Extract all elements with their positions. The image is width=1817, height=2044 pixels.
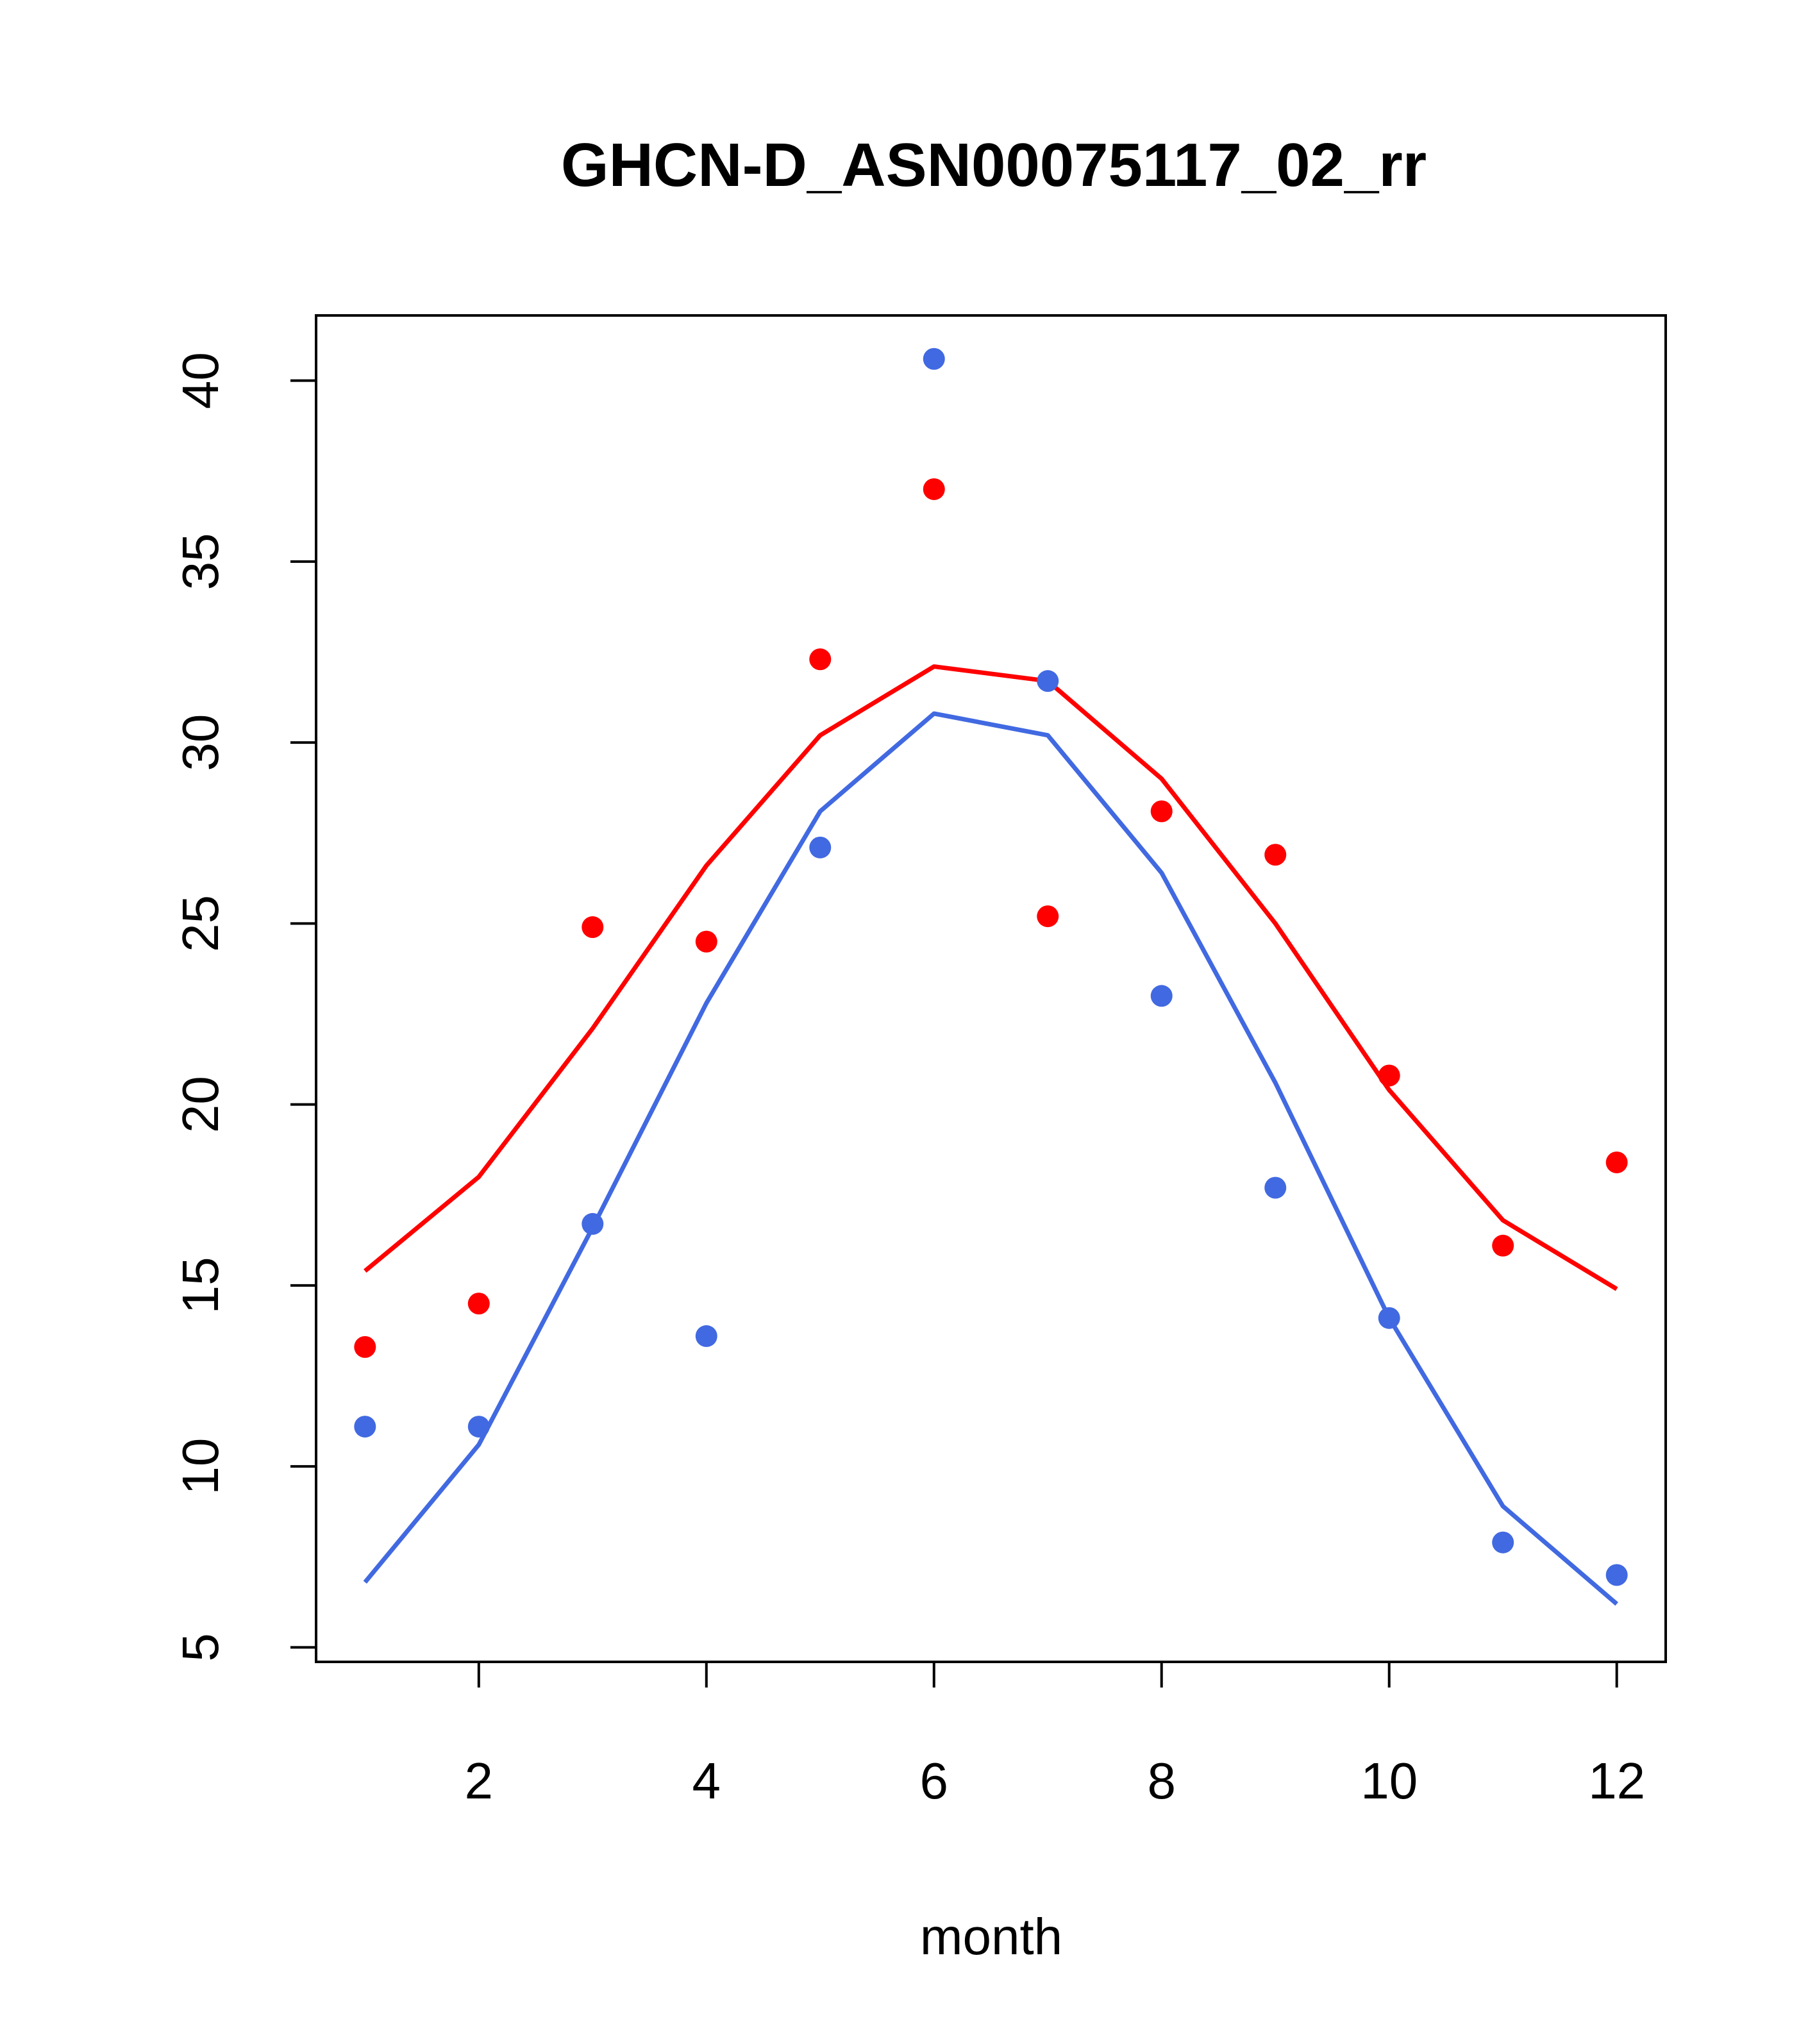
data-point [695,1325,717,1347]
x-tick-label: 2 [465,1752,494,1809]
y-tick-label: 30 [172,714,229,771]
data-point [354,1336,376,1358]
data-point [1150,985,1173,1007]
plot-area [354,348,1628,1606]
y-tick-label: 20 [172,1076,229,1133]
data-point [582,1212,604,1235]
x-tick-label: 10 [1361,1752,1418,1809]
x-tick-label: 4 [692,1752,721,1809]
data-point [354,1416,376,1438]
chart-title: GHCN-D_ASN00075117_02_rr [561,131,1427,199]
data-point [809,836,832,859]
data-point [1378,1307,1400,1329]
data-point [809,648,832,671]
data-point [1037,670,1059,692]
data-point [695,930,717,953]
y-tick-label: 35 [172,533,229,590]
x-axis-label: month [920,1908,1062,1965]
data-point [467,1293,490,1315]
plot-frame [315,314,1667,1663]
y-tick-label: 25 [172,895,229,952]
series-line [364,664,1618,1291]
data-point [1605,1564,1628,1586]
data-point [1264,1177,1287,1199]
data-point [1605,1151,1628,1173]
data-point [1492,1234,1514,1257]
data-point [1264,844,1287,866]
data-point [923,348,945,370]
series-line [363,711,1618,1606]
data-point [467,1416,490,1438]
data-point [1492,1531,1514,1554]
x-tick-label: 8 [1147,1752,1176,1809]
data-point [582,916,604,939]
y-tick-label: 10 [172,1438,229,1495]
y-axis: 5 10 15 20 25 30 35 40 [172,352,317,1662]
data-point [923,478,945,500]
data-point [1037,905,1059,928]
series-2 [354,348,1628,1606]
series-1 [354,478,1628,1358]
data-point [1378,1064,1400,1087]
y-tick-label: 40 [172,352,229,409]
y-tick-label: 5 [172,1633,229,1662]
x-tick-label: 12 [1588,1752,1645,1809]
x-tick-label: 6 [920,1752,949,1809]
x-axis: 2 4 6 8 10 12 [465,1661,1645,1809]
data-point [1150,800,1173,823]
y-tick-label: 15 [172,1257,229,1314]
